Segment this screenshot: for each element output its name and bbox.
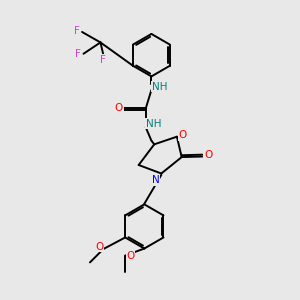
Text: O: O: [126, 250, 134, 261]
Text: F: F: [75, 49, 81, 59]
Text: O: O: [95, 242, 103, 252]
Text: N: N: [152, 175, 160, 185]
Text: O: O: [178, 130, 187, 140]
Text: F: F: [100, 55, 106, 65]
Text: O: O: [204, 150, 212, 160]
Text: NH: NH: [146, 119, 161, 129]
Text: F: F: [74, 26, 80, 36]
Text: NH: NH: [152, 82, 167, 92]
Text: O: O: [115, 103, 123, 113]
